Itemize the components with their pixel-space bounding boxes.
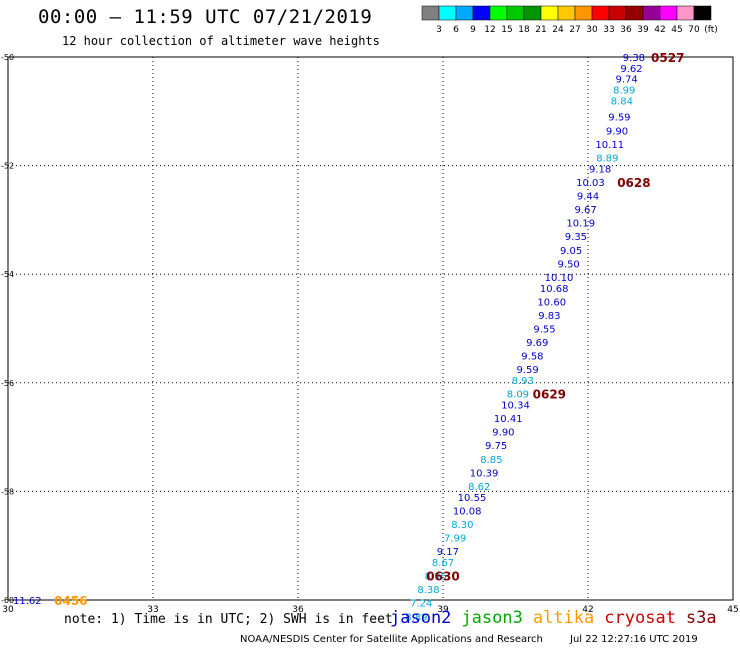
data-point-label: 8.85 [480,455,502,466]
data-point-label: 10.08 [453,506,482,517]
data-point-label: 9.55 [533,325,555,336]
data-point-label: 9.50 [558,259,580,270]
data-point-label: 8.67 [432,558,454,569]
data-point-label: 9.38 [623,53,645,64]
satellite-label: jason2 [390,608,452,628]
footer-credit: NOAA/NESDIS Center for Satellite Applica… [240,634,543,645]
data-point-label: 9.18 [589,164,611,175]
data-point-label: 9.90 [492,428,514,439]
y-tick-label: -56 [1,379,14,388]
y-tick-label: -54 [1,270,14,279]
x-tick-label: 30 [2,605,14,615]
data-point-label: 8.99 [613,86,635,97]
data-point-label: 10.19 [566,219,595,230]
data-point-label: 9.59 [608,113,630,124]
data-point-label: 10.11 [595,140,624,151]
time-label: 0527 [651,51,684,65]
legend-label: 15 [501,25,512,35]
data-point-label: 11.62 [13,596,42,607]
data-point-label: 9.58 [521,352,543,363]
data-point-label: 9.17 [437,547,459,558]
page-title: 00:00 – 11:59 UTC 07/21/2019 [38,6,373,28]
legend-label: 12 [484,25,495,35]
satellite-label: cryosat [604,608,676,628]
legend-label: 45 [671,25,682,35]
legend-label: 9 [470,25,476,35]
data-point-label: 9.69 [526,338,548,349]
data-point-label: 8.95 [425,572,447,583]
legend-label: 39 [637,25,649,35]
time-label: 0630 [426,570,459,584]
plot-frame [7,56,734,601]
data-point-label: 8.89 [596,153,618,164]
x-tick-label: 36 [292,605,304,615]
data-point-label: 9.90 [606,126,628,137]
legend-label: 24 [552,25,564,35]
x-tick-label: 42 [582,605,593,615]
data-point-label: 9.75 [485,441,507,452]
satellite-label: s3a [685,608,717,628]
legend-label: 70 [688,25,700,35]
y-tick-label: -52 [1,162,14,171]
data-point-label: 8.93 [512,376,534,387]
data-point-label: 9.67 [574,205,596,216]
data-point-label: 10.55 [458,493,487,504]
footer-note: note: 1) Time is in UTC; 2) SWH is in fe… [64,612,393,627]
data-point-label: 7.99 [444,534,466,545]
data-point-label: 9.74 [616,75,638,86]
y-tick-label: -58 [1,487,14,496]
legend-label: 27 [569,25,580,35]
data-point-label: 9.59 [516,365,538,376]
data-point-label: 8.89 [405,612,427,623]
data-point-label: 8.38 [417,585,439,596]
data-point-label: 10.34 [501,401,530,412]
legend-label: 42 [654,25,665,35]
data-point-label: 9.83 [538,311,560,322]
legend-label: 36 [620,25,632,35]
legend-label: 18 [518,25,530,35]
data-point-label: 10.68 [540,284,569,295]
legend-swatch [693,5,712,21]
footer-timestamp: Jul 22 12:27:16 UTC 2019 [570,634,698,645]
data-point-label: 10.39 [470,468,499,479]
data-point-label: 10.60 [537,297,566,308]
color-legend: 3 6 9 12 15 18 21 24 27 30 33 36 39 42 45 70 (ft) [421,5,718,35]
data-point-label: 9.35 [565,232,587,243]
data-point-label: 10.41 [494,414,523,425]
time-label: 0629 [533,388,566,402]
legend-label: 3 [436,25,442,35]
data-point-label: 8.30 [451,520,473,531]
data-point-label: 10.03 [576,178,605,189]
data-point-label: 10.10 [545,273,574,284]
data-point-label: 8.62 [468,482,490,493]
page-subtitle: 12 hour collection of altimeter wave hei… [62,34,380,48]
time-label: 0628 [617,176,650,190]
data-point-label: 9.05 [560,246,582,257]
legend-label: 33 [603,25,614,35]
data-point-label: 9.44 [577,191,599,202]
x-tick-label: 33 [147,605,158,615]
data-point-label: 8.84 [611,96,633,107]
time-label: 0456 [54,594,87,608]
data-point-label: 8.09 [507,390,529,401]
satellite-label: jason3 [461,608,523,628]
x-tick-label: 45 [727,605,738,615]
satellite-label: altika [532,608,595,628]
legend-label: 21 [535,25,546,35]
legend-label: 30 [586,25,598,35]
data-point-label: 7.24 [410,599,432,610]
legend-label: 6 [453,25,459,35]
legend-label: (ft) [704,25,718,35]
y-tick-label: -50 [1,53,14,62]
x-tick-label: 39 [437,605,449,615]
data-point-label: 9.62 [620,64,642,75]
satellite-legend: jason2 jason3 altika cryosat s3a [390,608,727,628]
y-tick-label: -60 [1,596,14,605]
